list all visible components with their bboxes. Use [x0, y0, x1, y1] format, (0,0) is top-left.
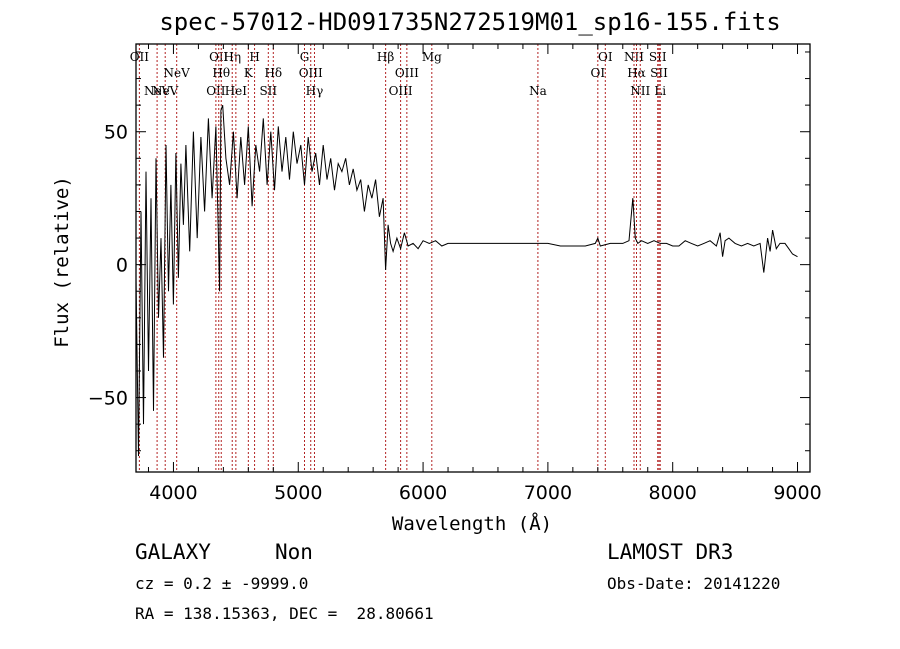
spectrum-chart: spec-57012-HD091735N272519M01_sp16-155.f…: [51, 8, 822, 535]
marker-label: NeV: [152, 84, 179, 98]
marker-label: OI: [591, 66, 606, 80]
x-tick-label: 4000: [149, 482, 197, 504]
line-markers: OIINeVNeVNeVOIIOIIHθHηHeIKHSIIHδGOIIIHγH…: [130, 44, 668, 472]
marker-label: OI: [598, 50, 613, 64]
x-tick-label: 8000: [649, 482, 697, 504]
marker-label: Hδ: [264, 66, 282, 80]
y-tick-label: 0: [116, 255, 128, 277]
y-tick-label: −50: [88, 388, 128, 410]
x-tick-label: 7000: [524, 482, 572, 504]
marker-label: HeI: [225, 84, 248, 98]
marker-label: Na: [529, 84, 547, 98]
coordinates: RA = 138.15363, DEC = 28.80661: [135, 604, 434, 623]
marker-label: Li: [654, 84, 666, 98]
marker-label: OIII: [299, 66, 323, 80]
marker-label: OIII: [395, 66, 419, 80]
x-tick-label: 5000: [274, 482, 322, 504]
marker-label: Hα: [627, 66, 646, 80]
y-axis-label: Flux (relative): [51, 176, 73, 348]
marker-label: NII: [624, 50, 644, 64]
x-axis-label: Wavelength (Å): [392, 512, 552, 535]
marker-label: G: [300, 50, 310, 64]
marker-label: Hη: [223, 50, 241, 64]
redshift-readout: cz = 0.2 ± -9999.0: [135, 574, 309, 593]
marker-label: K: [244, 66, 254, 80]
plot-frame: [135, 43, 811, 473]
x-tick-label: 9000: [773, 482, 821, 504]
marker-label: OII: [206, 84, 226, 98]
axis-ticks: 4000 5000 6000 7000 8000 9000 −50 0 50: [88, 44, 822, 504]
marker-label: NeV: [164, 66, 191, 80]
marker-label: SII: [259, 84, 277, 98]
marker-label: NII: [630, 84, 650, 98]
marker-label: Mg: [422, 50, 442, 64]
chart-title: spec-57012-HD091735N272519M01_sp16-155.f…: [159, 8, 780, 36]
survey-name: LAMOST DR3: [607, 540, 734, 564]
y-tick-label: 50: [104, 122, 128, 144]
marker-label: SII: [649, 50, 667, 64]
spectrum-line: [135, 104, 798, 457]
marker-label: Hθ: [212, 66, 230, 80]
spectrum-series: [135, 104, 798, 457]
marker-label: NeV: [144, 84, 171, 98]
marker-label: Hγ: [306, 84, 324, 98]
object-subclass: Non: [275, 540, 313, 564]
marker-label: H: [249, 50, 259, 64]
object-class: GALAXY: [135, 540, 211, 564]
marker-label: OII: [130, 50, 150, 64]
x-tick-label: 6000: [399, 482, 447, 504]
marker-label: Hβ: [377, 50, 394, 64]
marker-label: OII: [209, 50, 229, 64]
obs-date: Obs-Date: 20141220: [607, 574, 781, 593]
marker-label: OIII: [389, 84, 413, 98]
marker-label: SII: [650, 66, 668, 80]
